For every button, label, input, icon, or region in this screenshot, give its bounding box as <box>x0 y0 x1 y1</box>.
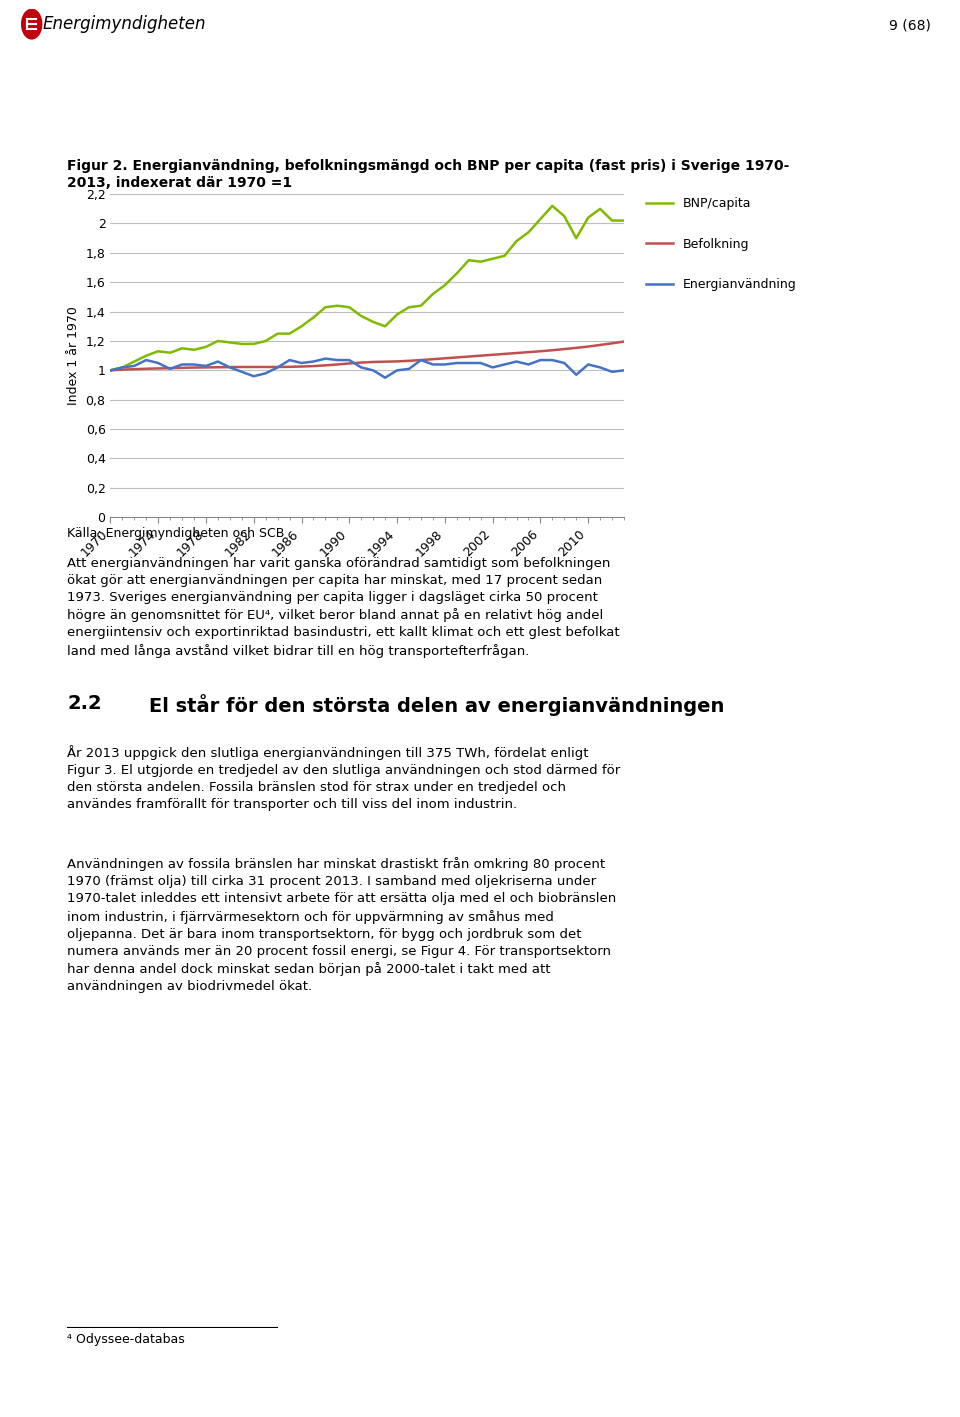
Circle shape <box>22 10 41 38</box>
Y-axis label: Index 1 år 1970: Index 1 år 1970 <box>67 306 80 405</box>
Text: 2.2: 2.2 <box>67 694 102 713</box>
Text: 9 (68): 9 (68) <box>889 18 931 33</box>
Text: 2013, indexerat där 1970 =1: 2013, indexerat där 1970 =1 <box>67 176 293 190</box>
Text: År 2013 uppgick den slutliga energianvändningen till 375 TWh, fördelat enligt
Fi: År 2013 uppgick den slutliga energianvän… <box>67 745 620 812</box>
Text: Källa: Energimyndigheten och SCB: Källa: Energimyndigheten och SCB <box>67 527 284 540</box>
Text: El står för den största delen av energianvändningen: El står för den största delen av energia… <box>149 694 724 717</box>
Text: Att energianvändningen har varit ganska oförändrad samtidigt som befolkningen
ök: Att energianvändningen har varit ganska … <box>67 557 620 657</box>
Text: Användningen av fossila bränslen har minskat drastiskt från omkring 80 procent
1: Användningen av fossila bränslen har min… <box>67 857 616 993</box>
Legend: BNP/capita, Befolkning, Energianvändning: BNP/capita, Befolkning, Energianvändning <box>646 197 797 290</box>
Text: ⁴ Odyssee-databas: ⁴ Odyssee-databas <box>67 1333 185 1346</box>
Text: Figur 2. Energianvändning, befolkningsmängd och BNP per capita (fast pris) i Sve: Figur 2. Energianvändning, befolkningsmä… <box>67 159 789 173</box>
Text: Energimyndigheten: Energimyndigheten <box>42 16 205 33</box>
